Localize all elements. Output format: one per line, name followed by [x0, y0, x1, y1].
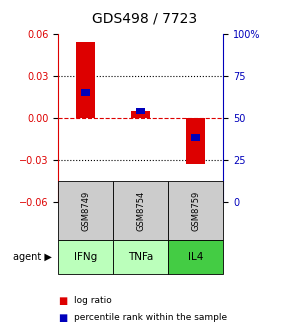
Text: agent ▶: agent ▶ — [13, 252, 52, 262]
Bar — [131, 111, 150, 118]
Text: TNFa: TNFa — [128, 252, 153, 262]
Text: GSM8749: GSM8749 — [81, 191, 90, 231]
Text: GSM8754: GSM8754 — [136, 191, 145, 231]
Text: percentile rank within the sample: percentile rank within the sample — [74, 313, 227, 322]
Text: IFNg: IFNg — [74, 252, 97, 262]
Text: GDS498 / 7723: GDS498 / 7723 — [93, 12, 197, 26]
Text: IL4: IL4 — [188, 252, 204, 262]
Text: log ratio: log ratio — [74, 296, 112, 305]
Bar — [76, 42, 95, 118]
Text: GSM8759: GSM8759 — [191, 191, 200, 231]
Bar — [81, 89, 90, 96]
Text: ■: ■ — [58, 312, 67, 323]
Bar — [186, 118, 205, 164]
Bar — [191, 134, 200, 141]
Bar — [136, 108, 145, 114]
Text: ■: ■ — [58, 296, 67, 306]
